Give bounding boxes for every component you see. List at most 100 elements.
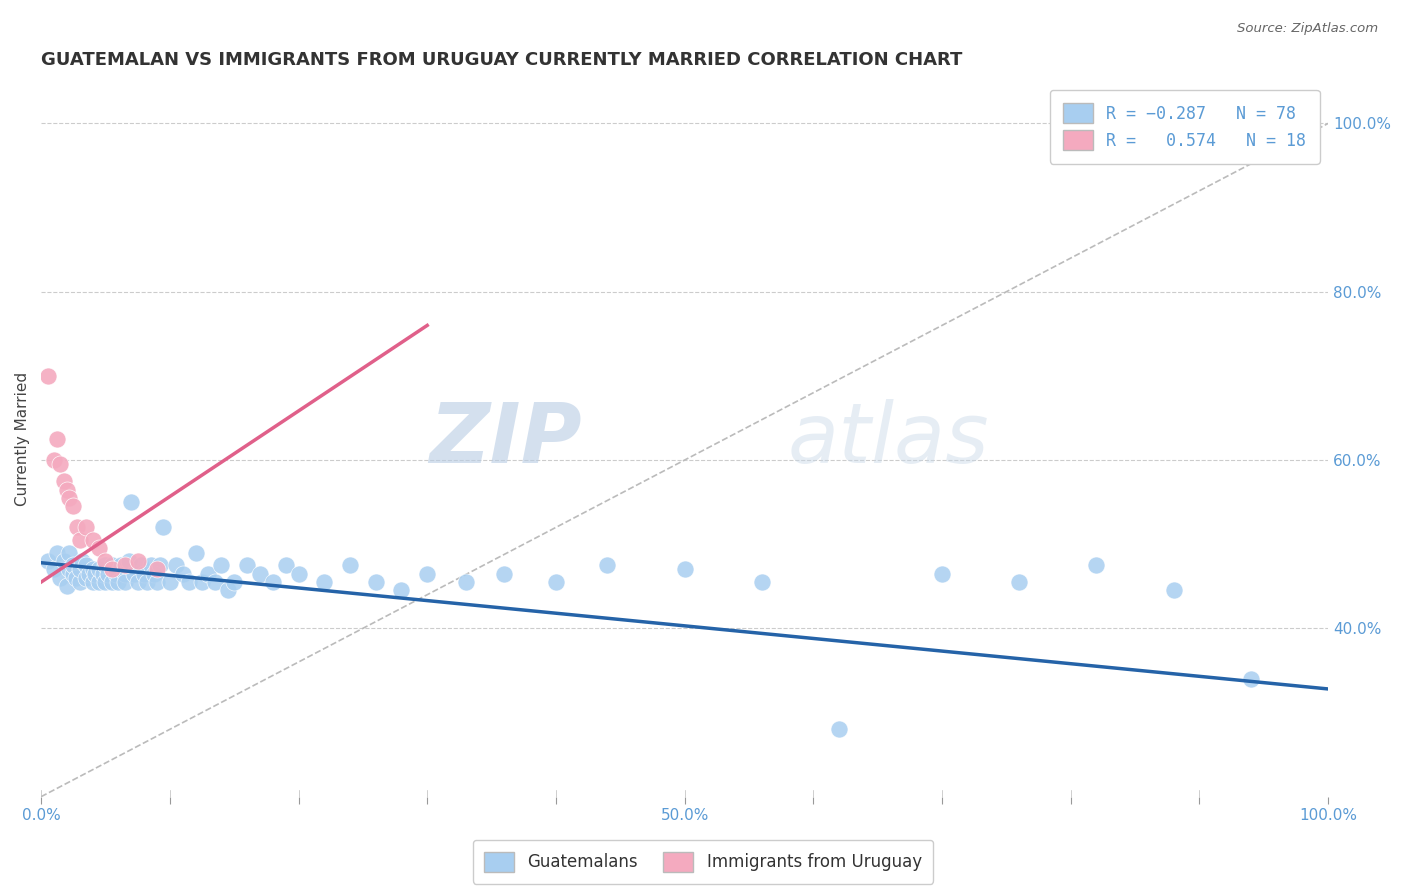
Point [37,554,59,568]
Point [931,566,953,581]
Point [1085,558,1108,573]
Point [107,575,129,590]
Point [191,575,214,590]
Point [197,566,219,581]
Text: Source: ZipAtlas.com: Source: ZipAtlas.com [1237,22,1378,36]
Point [146,575,169,590]
Point [42,562,65,576]
Point [172,566,194,581]
Point [101,558,124,573]
Point [120,495,142,509]
Point [751,575,773,590]
Point [75,571,97,585]
Point [494,566,516,581]
Point [828,723,851,737]
Point [45,432,67,446]
Point [131,558,153,573]
Legend: Guatemalans, Immigrants from Uruguay: Guatemalans, Immigrants from Uruguay [472,840,934,884]
Point [69,575,91,590]
Point [416,566,439,581]
Point [117,554,139,568]
Point [114,575,136,590]
Point [132,566,155,581]
Point [135,575,157,590]
Text: GUATEMALAN VS IMMIGRANTS FROM URUGUAY CURRENTLY MARRIED CORRELATION CHART: GUATEMALAN VS IMMIGRANTS FROM URUGUAY CU… [41,51,963,69]
Point [37,368,59,383]
Point [75,520,97,534]
Point [454,575,477,590]
Point [56,483,79,497]
Point [45,546,67,560]
Point [146,562,169,576]
Point [82,562,104,576]
Point [62,500,84,514]
Point [339,558,361,573]
Point [87,562,110,576]
Point [148,558,170,573]
Point [42,453,65,467]
Point [94,575,117,590]
Y-axis label: Currently Married: Currently Married [15,372,30,506]
Point [159,575,181,590]
Point [544,575,567,590]
Point [217,583,239,598]
Point [391,583,413,598]
Point [101,575,124,590]
Point [224,575,246,590]
Point [287,566,309,581]
Point [127,554,149,568]
Point [110,558,132,573]
Point [72,554,94,568]
Point [364,575,387,590]
Point [1008,575,1031,590]
Point [69,533,91,547]
Point [204,575,226,590]
Point [673,562,696,576]
Point [65,571,87,585]
Point [53,474,76,488]
Point [94,558,117,573]
Point [62,566,84,581]
Point [56,579,79,593]
Point [236,558,259,573]
Point [165,558,187,573]
Point [66,520,89,534]
Point [87,541,110,556]
Point [122,566,145,581]
Point [1240,672,1263,686]
Point [69,562,91,576]
Point [249,566,271,581]
Text: ZIP: ZIP [429,399,582,480]
Point [139,558,162,573]
Point [127,575,149,590]
Point [77,566,100,581]
Point [209,558,232,573]
Point [152,520,174,534]
Point [114,558,136,573]
Point [58,491,80,505]
Point [596,558,619,573]
Point [314,575,336,590]
Point [114,566,136,581]
Point [91,566,114,581]
Point [58,546,80,560]
Point [58,562,80,576]
Point [143,566,166,581]
Point [87,575,110,590]
Point [104,566,127,581]
Text: atlas: atlas [787,399,990,480]
Point [49,457,72,471]
Point [101,562,124,576]
Point [97,566,120,581]
Point [82,533,104,547]
Legend: R = −0.287   N = 78, R =   0.574   N = 18: R = −0.287 N = 78, R = 0.574 N = 18 [1050,90,1320,163]
Point [62,558,84,573]
Point [75,558,97,573]
Point [1163,583,1185,598]
Point [184,546,207,560]
Point [274,558,297,573]
Point [82,575,104,590]
Point [53,554,76,568]
Point [84,566,107,581]
Point [49,571,72,585]
